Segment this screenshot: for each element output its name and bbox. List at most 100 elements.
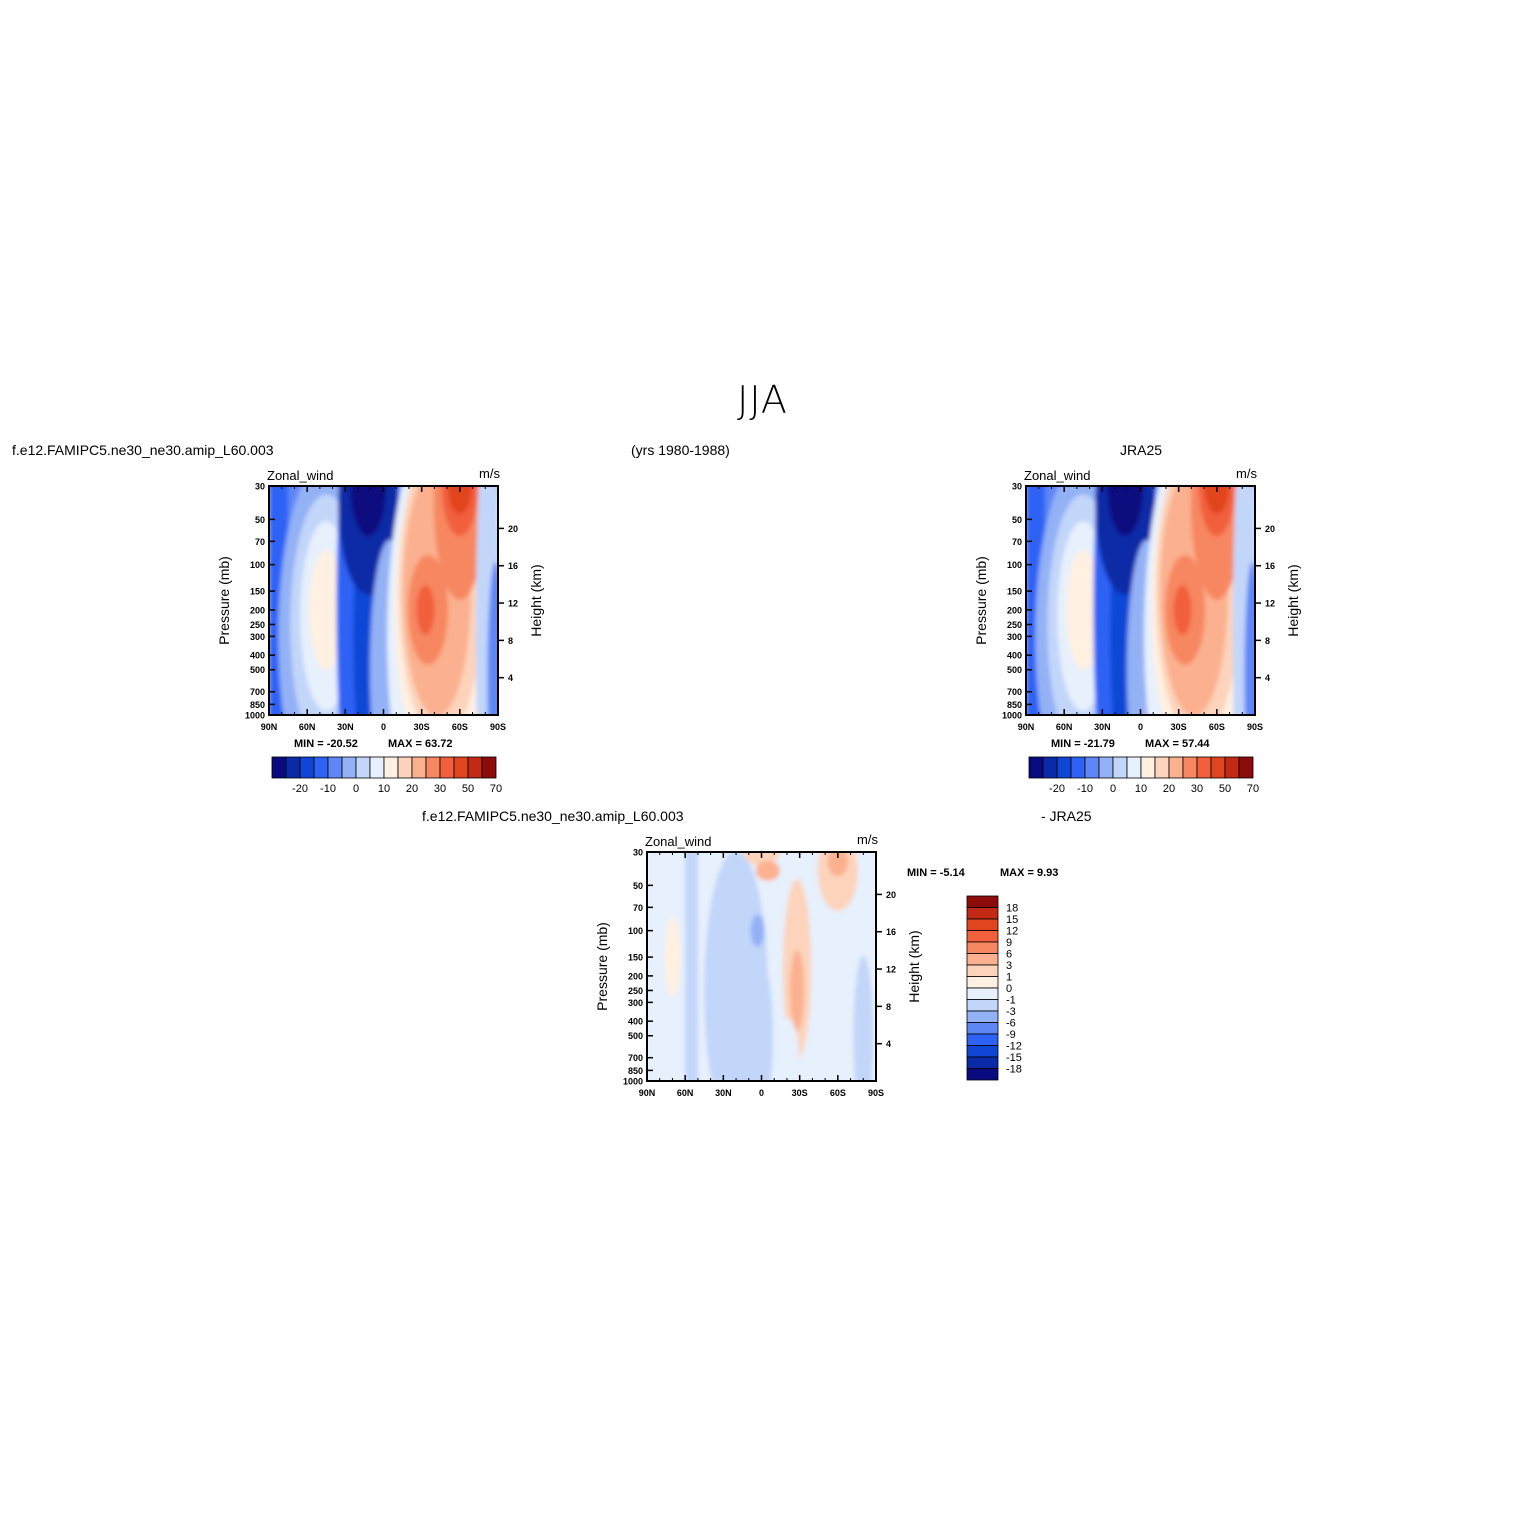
colorbar-label: 10 [1135, 783, 1147, 795]
y-tick-label: 150 [250, 587, 265, 597]
y-right-tick-label: 4 [1265, 673, 1270, 683]
contour-region [416, 584, 435, 635]
colorbar-label: -1 [1006, 995, 1016, 1007]
colorbar-label: 20 [1163, 783, 1175, 795]
colorbar-label: -20 [292, 783, 308, 795]
y-tick-label: 1000 [623, 1077, 643, 1087]
colorbar-cell [966, 1022, 999, 1035]
colorbar-cell [355, 756, 371, 779]
y-tick-label: 150 [628, 953, 643, 963]
x-tick-label: 30S [1171, 722, 1187, 732]
y-tick-label: 1000 [1002, 711, 1022, 721]
colorbar-label: -18 [1006, 1064, 1022, 1076]
y-axis-label: Pressure (mb) [216, 556, 232, 645]
colorbar-cell [966, 1056, 999, 1069]
colorbar-cell [467, 756, 483, 779]
colorbar-label: 9 [1006, 937, 1012, 949]
y-right-tick-label: 12 [1265, 599, 1275, 609]
years-label: (yrs 1980-1988) [631, 442, 730, 458]
max-label: MAX = 57.44 [1145, 738, 1210, 750]
contour-region [790, 950, 805, 1031]
y-right-axis-label: Height (km) [528, 564, 544, 636]
contour-region [853, 955, 874, 1081]
colorbar-label: 30 [1191, 783, 1203, 795]
y-tick-label: 300 [1007, 632, 1022, 642]
contour-field [269, 486, 498, 715]
colorbar-cell [299, 756, 315, 779]
diff-obs-label: - JRA25 [1041, 808, 1092, 824]
colorbar-cell [411, 756, 427, 779]
contour-region [1204, 486, 1229, 514]
x-tick-label: 30N [1094, 722, 1111, 732]
contour-field [647, 852, 876, 1081]
diff-model-label: f.e12.FAMIPC5.ne30_ne30.amip_L60.003 [422, 808, 684, 824]
x-tick-label: 30N [337, 722, 354, 732]
y-tick-label: 500 [628, 1031, 643, 1041]
colorbar-label: 3 [1006, 960, 1012, 972]
y-right-axis-label: Height (km) [1285, 564, 1301, 636]
colorbar-cell [966, 1045, 999, 1058]
colorbar-cell [1056, 756, 1072, 779]
y-tick-label: 30 [1012, 482, 1022, 492]
y-tick-label: 300 [250, 632, 265, 642]
y-tick-label: 500 [250, 665, 265, 675]
y-tick-label: 400 [628, 1017, 643, 1027]
field-label: Zonal_wind [645, 834, 712, 849]
y-right-tick-label: 16 [1265, 561, 1275, 571]
y-right-tick-label: 12 [886, 965, 896, 975]
negative-core [750, 914, 765, 947]
colorbar-cell [481, 756, 497, 779]
y-tick-label: 70 [255, 537, 265, 547]
min-label: MIN = -20.52 [294, 738, 358, 750]
colorbar-cell [966, 964, 999, 977]
y-tick-label: 300 [628, 998, 643, 1008]
colorbar-label: 50 [1219, 783, 1231, 795]
colorbar-cell [439, 756, 455, 779]
y-tick-label: 70 [1012, 537, 1022, 547]
y-tick-label: 850 [250, 700, 265, 710]
y-tick-label: 1000 [245, 711, 265, 721]
colorbar-cell [453, 756, 469, 779]
contour-region [664, 917, 681, 998]
colorbar-cell [1112, 756, 1128, 779]
x-tick-label: 60S [452, 722, 468, 732]
colorbar-label: -12 [1006, 1041, 1022, 1053]
y-tick-label: 30 [255, 482, 265, 492]
field-label: Zonal_wind [267, 468, 334, 483]
x-tick-label: 0 [1138, 722, 1143, 732]
colorbar-label: 15 [1006, 914, 1018, 926]
colorbar-cell [313, 756, 329, 779]
x-tick-label: 60N [299, 722, 316, 732]
colorbar-cell [1168, 756, 1184, 779]
contour-region [447, 486, 472, 514]
colorbar-cell [1084, 756, 1100, 779]
y-right-tick-label: 4 [508, 673, 513, 683]
colorbar-cell [966, 1010, 999, 1023]
colorbar-label: 50 [462, 783, 474, 795]
contour-region [817, 852, 858, 911]
field-label: Zonal_wind [1024, 468, 1091, 483]
x-tick-label: 60S [830, 1088, 846, 1098]
x-tick-label: 30S [792, 1088, 808, 1098]
y-right-tick-label: 16 [886, 927, 896, 937]
contour-region [755, 860, 780, 881]
y-tick-label: 200 [628, 971, 643, 981]
max-label: MAX = 9.93 [1000, 867, 1058, 879]
obs-panel: 90N 60N 30N 0 30S 60S 90S305070100150200250300… [973, 466, 1301, 795]
contour-region [737, 945, 774, 1081]
contour-region [774, 1017, 799, 1081]
x-tick-label: 30N [715, 1088, 732, 1098]
colorbar-label: 70 [490, 783, 502, 795]
x-tick-label: 90N [261, 722, 278, 732]
x-tick-label: 60S [1209, 722, 1225, 732]
diff-panel: 90N 60N 30N 0 30S 60S 90S305070100150200250300… [594, 832, 1058, 1098]
y-tick-label: 700 [1007, 687, 1022, 697]
y-tick-label: 50 [255, 515, 265, 525]
colorbar-label: 1 [1006, 972, 1012, 984]
units-label: m/s [1236, 466, 1257, 481]
y-tick-label: 30 [633, 848, 643, 858]
colorbar-cell [966, 895, 999, 908]
y-right-tick-label: 8 [508, 636, 513, 646]
colorbar-cell [966, 930, 999, 943]
x-tick-label: 90S [490, 722, 506, 732]
